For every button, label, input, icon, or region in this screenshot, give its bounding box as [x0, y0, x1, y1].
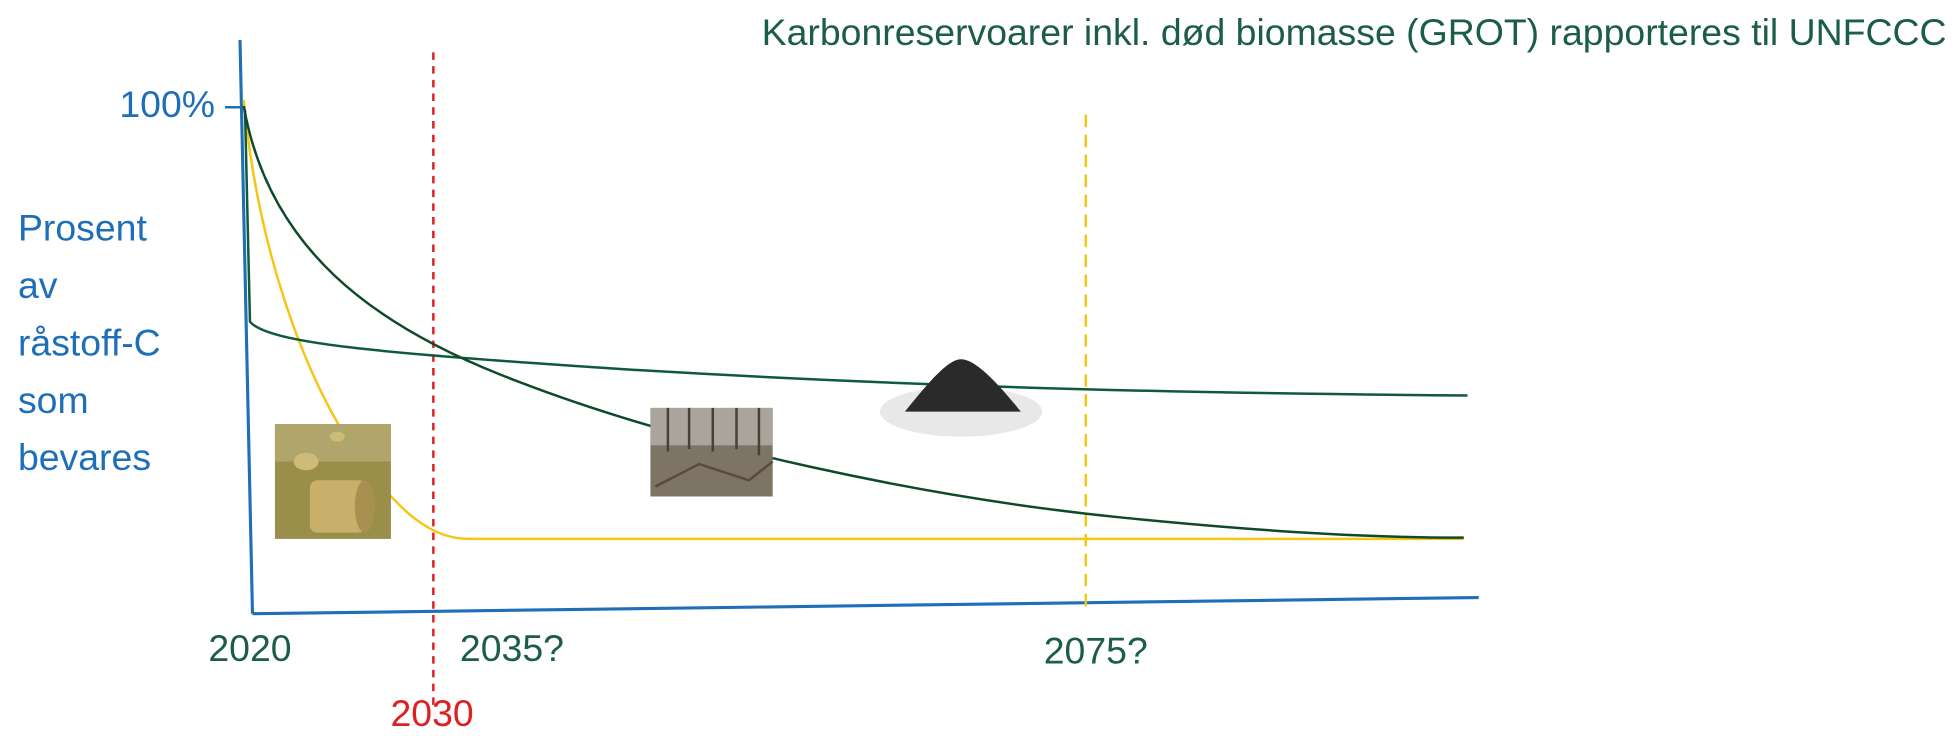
title: Karbonreservoarer inkl. død biomasse (GR… — [762, 11, 1947, 53]
marker-label: 2030 — [391, 692, 474, 734]
top-label: 100% — [119, 83, 215, 125]
diagram: Karbonreservoarer inkl. død biomasse (GR… — [0, 0, 1957, 736]
x-label: 2075? — [1044, 630, 1148, 672]
curve-soil — [245, 110, 1468, 396]
x-label: 2035? — [460, 627, 564, 669]
y-label-line: Prosent — [18, 207, 148, 249]
y-label-line: av — [18, 264, 58, 306]
y-label-line: råstoff-C — [18, 321, 161, 363]
forest-picture — [650, 408, 772, 497]
x-axis — [252, 598, 1478, 614]
y-label: Prosent av råstoff-C som bevares — [18, 207, 161, 479]
y-label-line: som — [18, 379, 89, 421]
x-label: 2020 — [208, 627, 291, 669]
page: { "title": "Karbonreservoarer inkl. død … — [0, 0, 1957, 736]
y-label-line: bevares — [18, 436, 151, 478]
curve-hay — [244, 100, 1464, 539]
hay-picture — [275, 424, 391, 539]
curve-grot — [244, 106, 1464, 538]
soil-picture — [880, 359, 1042, 436]
